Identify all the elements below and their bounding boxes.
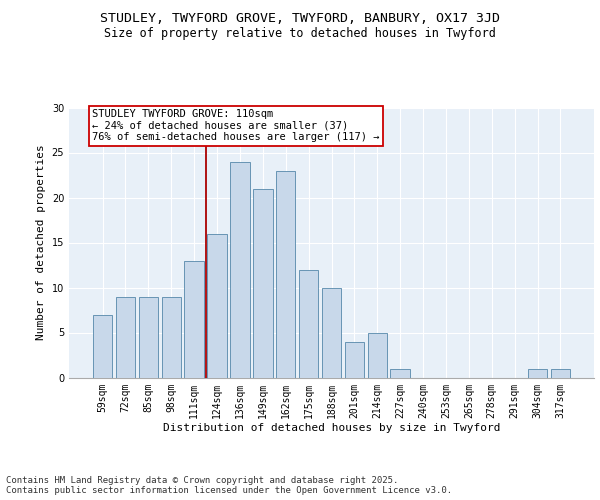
Bar [230,162,250,378]
Bar [528,368,547,378]
Bar [391,368,410,378]
Bar [116,296,135,378]
Bar [551,368,570,378]
Bar [322,288,341,378]
Text: STUDLEY TWYFORD GROVE: 110sqm
← 24% of detached houses are smaller (37)
76% of s: STUDLEY TWYFORD GROVE: 110sqm ← 24% of d… [92,110,380,142]
Bar [139,296,158,378]
Bar [344,342,364,378]
Text: Contains HM Land Registry data © Crown copyright and database right 2025.
Contai: Contains HM Land Registry data © Crown c… [6,476,452,495]
Text: STUDLEY, TWYFORD GROVE, TWYFORD, BANBURY, OX17 3JD: STUDLEY, TWYFORD GROVE, TWYFORD, BANBURY… [100,12,500,26]
Bar [93,314,112,378]
Bar [208,234,227,378]
Bar [276,170,295,378]
Bar [253,188,272,378]
Bar [299,270,319,378]
Y-axis label: Number of detached properties: Number of detached properties [36,144,46,340]
Text: Size of property relative to detached houses in Twyford: Size of property relative to detached ho… [104,28,496,40]
Bar [368,332,387,378]
Bar [184,260,204,378]
Bar [161,296,181,378]
X-axis label: Distribution of detached houses by size in Twyford: Distribution of detached houses by size … [163,423,500,433]
